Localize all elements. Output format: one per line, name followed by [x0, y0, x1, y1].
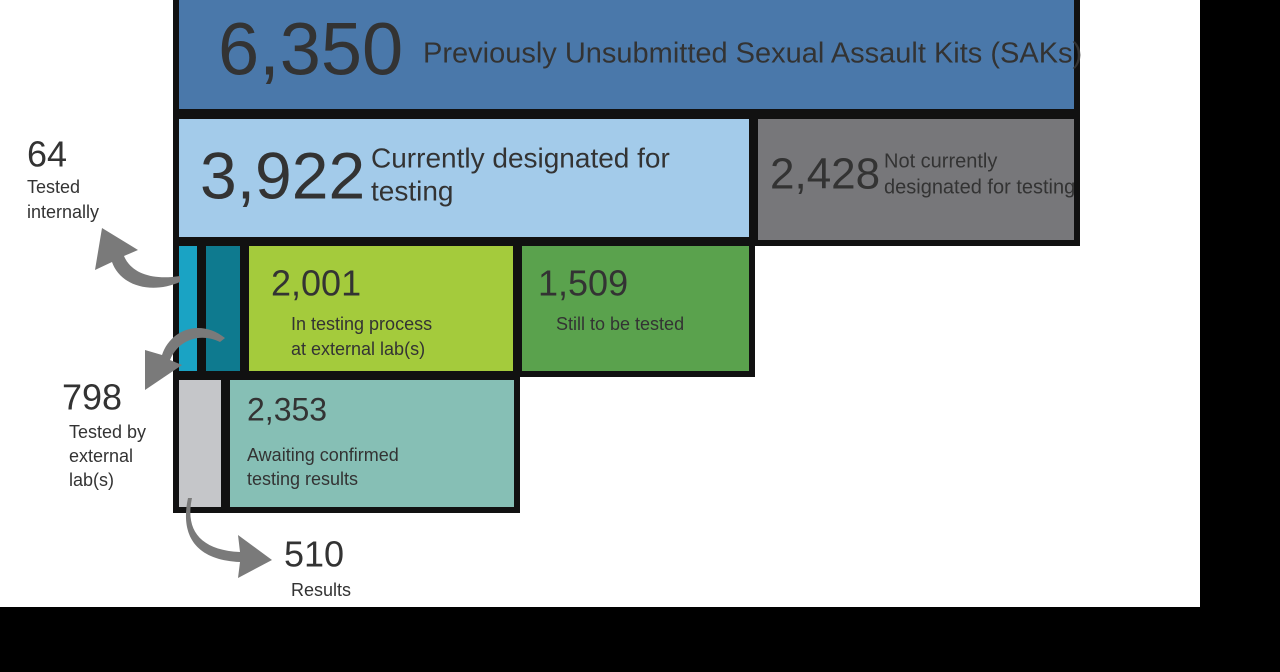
arrow-internal: [95, 228, 180, 288]
label: testing results: [247, 469, 358, 489]
callout-label: internally: [27, 202, 99, 222]
arrow-external: [145, 327, 225, 390]
box-external: [200, 240, 246, 377]
box-internal: [173, 240, 203, 377]
callout-label: external: [69, 446, 133, 466]
box-still: [516, 240, 755, 377]
label: Awaiting confirmed: [247, 445, 399, 465]
box-not-designated: [752, 113, 1080, 246]
label: testing: [371, 175, 454, 206]
box-awaiting: [224, 374, 520, 513]
value: 2,353: [247, 391, 327, 427]
label: In testing process: [291, 314, 432, 334]
label: Previously Unsubmitted Sexual Assault Ki…: [423, 38, 1082, 70]
arrow-results: [185, 498, 272, 578]
box-in-testing: [243, 240, 519, 377]
value: 2,428: [770, 150, 880, 199]
label: Currently designated for: [371, 142, 670, 173]
callout-value: 798: [62, 377, 122, 418]
label: designated for testing: [884, 176, 1075, 198]
label: Still to be tested: [556, 314, 684, 334]
label: at external lab(s): [291, 339, 425, 359]
value: 3,922: [200, 138, 365, 212]
value: 6,350: [218, 8, 403, 91]
callout-label: Tested: [27, 177, 80, 197]
arrows: [95, 228, 272, 578]
box-results: [173, 374, 227, 513]
callout-label: Tested by: [69, 422, 146, 442]
value: 1,509: [538, 263, 628, 304]
callout-value: 64: [27, 134, 67, 175]
callout-value: 510: [284, 534, 344, 575]
box-total: [173, 0, 1080, 115]
value: 2,001: [271, 263, 361, 304]
callout-label: lab(s): [69, 470, 114, 490]
label: Not currently: [884, 150, 997, 172]
callout-label: Results: [291, 580, 351, 600]
